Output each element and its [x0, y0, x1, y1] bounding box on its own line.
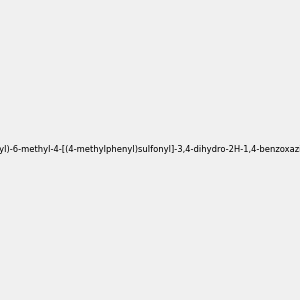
Text: N-(2-methoxybenzyl)-6-methyl-4-[(4-methylphenyl)sulfonyl]-3,4-dihydro-2H-1,4-ben: N-(2-methoxybenzyl)-6-methyl-4-[(4-methy… — [0, 146, 300, 154]
